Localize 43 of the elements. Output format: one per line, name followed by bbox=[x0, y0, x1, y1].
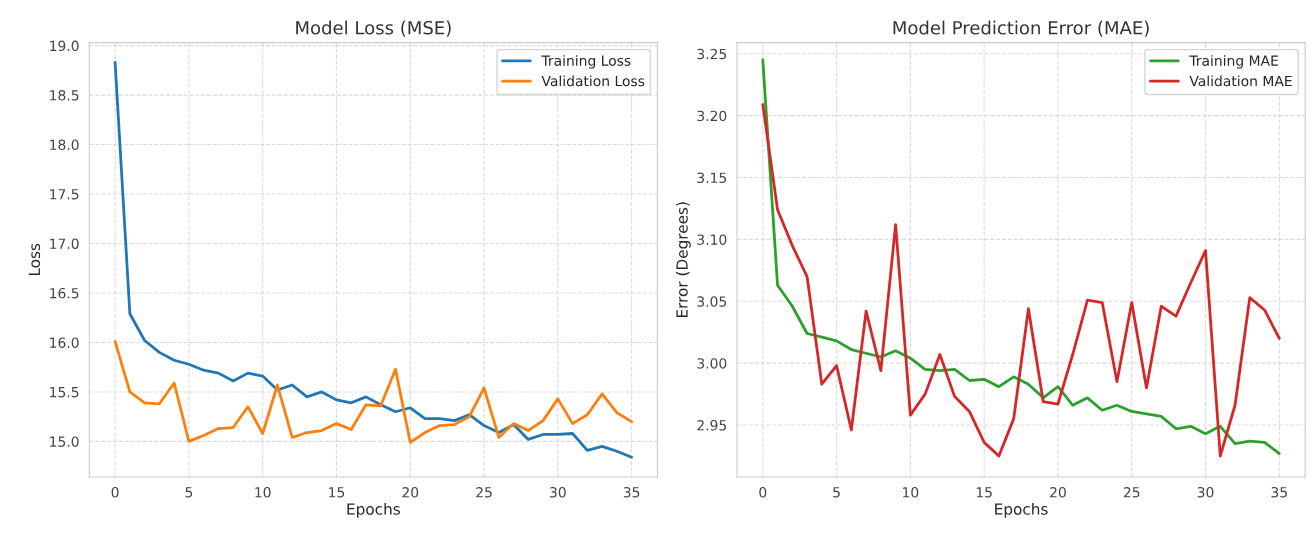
y-tick-label: 17.5 bbox=[50, 189, 79, 200]
y-tick-label: 3.25 bbox=[697, 48, 727, 60]
y-tick-label: 16.0 bbox=[50, 337, 79, 348]
x-tick-label: 20 bbox=[1050, 487, 1066, 498]
x-tick-label: 10 bbox=[255, 487, 271, 498]
x-tick-label: 0 bbox=[111, 487, 119, 498]
x-tick-label: 15 bbox=[976, 487, 992, 498]
x-tick-label: 25 bbox=[476, 487, 492, 498]
legend-label: Training MAE bbox=[1189, 55, 1278, 69]
x-tick-label: 0 bbox=[759, 487, 767, 498]
x-tick-label: 30 bbox=[1197, 487, 1214, 498]
chart-title: Model Prediction Error (MAE) bbox=[893, 20, 1149, 37]
y-tick-label: 17.0 bbox=[50, 238, 79, 249]
x-tick-label: 5 bbox=[833, 487, 840, 498]
chart-title: Model Loss (MSE) bbox=[296, 20, 451, 37]
x-tick-label: 35 bbox=[623, 487, 640, 498]
y-axis-title: Loss bbox=[28, 243, 41, 276]
legend-label: Validation MAE bbox=[1189, 75, 1292, 87]
y-tick-label: 15.0 bbox=[50, 436, 79, 447]
y-tick-label: 3.15 bbox=[697, 172, 727, 184]
y-tick-label: 2.95 bbox=[697, 420, 727, 431]
y-tick-label: 18.0 bbox=[50, 139, 79, 151]
x-axis-title: Epochs bbox=[347, 502, 400, 518]
legend-label: Validation Loss bbox=[541, 75, 645, 87]
x-tick-label: 30 bbox=[550, 487, 566, 498]
line-series bbox=[113, 340, 633, 444]
x-tick-label: 20 bbox=[402, 487, 419, 498]
x-tick-label: 5 bbox=[185, 487, 193, 498]
y-tick-label: 3.10 bbox=[697, 234, 727, 245]
y-tick-label: 3.00 bbox=[697, 358, 727, 369]
x-tick-label: 10 bbox=[903, 487, 919, 498]
y-tick-label: 19.0 bbox=[50, 40, 79, 52]
y-tick-label: 3.05 bbox=[697, 296, 727, 307]
y-axis-title: Error (Degrees) bbox=[676, 202, 691, 318]
x-tick-label: 15 bbox=[329, 487, 345, 498]
legend-label: Training Loss bbox=[541, 55, 631, 69]
y-tick-label: 16.5 bbox=[50, 287, 79, 299]
y-tick-label: 3.20 bbox=[697, 110, 727, 122]
y-tick-label: 18.5 bbox=[50, 90, 79, 101]
x-tick-label: 35 bbox=[1271, 487, 1287, 498]
x-tick-label: 25 bbox=[1123, 487, 1140, 498]
y-tick-label: 15.5 bbox=[50, 387, 79, 398]
x-axis-title: Epochs bbox=[995, 502, 1048, 518]
